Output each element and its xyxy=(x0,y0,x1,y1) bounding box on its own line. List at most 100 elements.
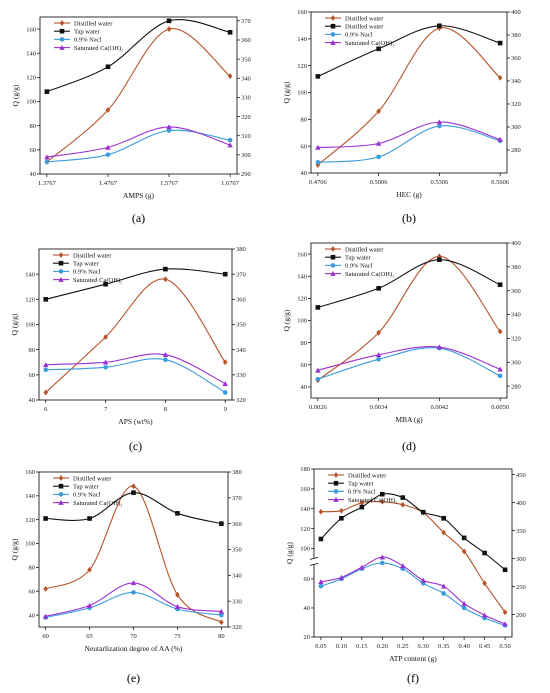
data-point xyxy=(315,144,321,150)
x-tick-label: 60 xyxy=(42,633,49,640)
data-point xyxy=(461,535,467,541)
data-point xyxy=(87,516,92,521)
y-tick-label: 140 xyxy=(25,271,35,278)
x-tick-label: 0.5306 xyxy=(430,179,449,186)
data-point xyxy=(227,142,233,148)
series-line-2 xyxy=(317,25,501,77)
y-tick-label: 140 xyxy=(297,273,307,280)
legend-entry: Saturated Ca(OH)₂ xyxy=(73,500,122,507)
legend-marker xyxy=(333,496,339,502)
data-point xyxy=(315,367,321,373)
series-line-4 xyxy=(320,556,506,625)
data-point xyxy=(497,282,503,288)
data-point xyxy=(227,137,233,143)
x-tick-label: 0.50 xyxy=(499,643,510,650)
y2-tick-label: 350 xyxy=(241,56,251,63)
legend-marker xyxy=(333,489,339,494)
data-point xyxy=(338,574,345,580)
series-line-3 xyxy=(45,591,222,618)
legend-marker xyxy=(59,44,65,50)
plot-frame xyxy=(39,16,238,175)
legend-marker xyxy=(58,492,64,497)
data-point xyxy=(497,74,503,81)
panel-label: (c) xyxy=(129,439,142,453)
legend-entry: Distilled water xyxy=(348,472,387,479)
data-point xyxy=(461,600,467,606)
x-tick-label: 0.35 xyxy=(438,643,449,650)
legend-marker xyxy=(58,499,64,505)
x-tick-label: 8 xyxy=(164,406,167,413)
y-tick-label: 40 xyxy=(29,612,36,619)
legend-entry: Saturated Ca(OH)₂ xyxy=(345,40,394,47)
series-line-3 xyxy=(317,125,501,163)
y-tick-label: 40 xyxy=(29,397,36,404)
data-point xyxy=(440,583,447,589)
x-tick-label: 0.40 xyxy=(458,643,469,650)
y2-tick-label: 340 xyxy=(511,312,521,319)
legend-marker xyxy=(330,263,336,268)
data-point xyxy=(105,64,111,70)
y2-tick-label: 380 xyxy=(511,32,521,39)
x-tick-label: 0.30 xyxy=(418,643,429,650)
y-tick-label: 100 xyxy=(25,322,35,329)
y-tick-label: 100 xyxy=(26,99,36,106)
data-point xyxy=(102,359,109,365)
data-point xyxy=(42,613,49,619)
data-point xyxy=(222,359,228,366)
x-tick-label: 0.45 xyxy=(479,643,490,650)
legend-marker xyxy=(59,37,65,42)
data-point xyxy=(380,491,385,497)
data-point xyxy=(482,550,487,556)
y2-tick-label: 330 xyxy=(232,598,242,605)
plot-frame xyxy=(310,11,508,174)
y2-tick-label: 340 xyxy=(511,78,521,85)
series-line-1 xyxy=(46,28,231,163)
x-tick-label: 7 xyxy=(104,406,108,413)
y2-tick-label: 360 xyxy=(241,37,251,44)
legend-marker xyxy=(58,260,64,266)
data-point xyxy=(400,563,406,569)
y2-tick-label: 400 xyxy=(516,500,526,507)
data-point xyxy=(380,498,385,505)
data-point xyxy=(166,26,172,32)
data-point xyxy=(227,30,233,35)
data-point xyxy=(43,362,49,368)
data-point xyxy=(436,344,443,350)
y-axis-label: Q (g/g) xyxy=(282,309,291,331)
legend-entry: Saturated Ca(OH)₂ xyxy=(348,497,397,504)
y-tick-label: 140 xyxy=(25,493,35,500)
data-point xyxy=(359,499,365,506)
data-point xyxy=(318,508,324,515)
axis-break-mask xyxy=(311,558,317,565)
x-tick-label: 0.0034 xyxy=(370,404,389,411)
y-axis-label: Q (g/g) xyxy=(285,542,294,564)
data-point xyxy=(131,483,136,490)
panel-label: (a) xyxy=(132,211,145,225)
y-tick-label: 180 xyxy=(300,466,310,473)
data-point xyxy=(437,253,442,260)
x-tick-label: 0.0050 xyxy=(491,404,509,411)
data-point xyxy=(166,18,172,24)
series-line-3 xyxy=(46,129,231,163)
legend-marker xyxy=(58,276,64,282)
series-line-3 xyxy=(317,347,501,380)
legend-entry: Distilled water xyxy=(73,475,112,482)
data-point xyxy=(497,40,503,46)
y2-tick-label: 300 xyxy=(241,152,251,159)
data-point xyxy=(175,511,180,516)
y2-tick-label: 330 xyxy=(241,95,251,102)
x-axis-label: HEC (g) xyxy=(396,190,422,199)
x-tick-label: 1.5767 xyxy=(160,180,179,187)
y2-tick-label: 300 xyxy=(511,124,521,131)
data-point xyxy=(222,390,228,395)
data-point xyxy=(86,602,93,608)
data-point xyxy=(379,554,386,560)
data-point xyxy=(219,612,224,618)
data-point xyxy=(359,564,365,570)
legend-marker xyxy=(330,270,336,276)
series-line-3 xyxy=(45,358,226,393)
y2-tick-label: 310 xyxy=(241,133,251,140)
data-point xyxy=(163,357,168,363)
y2-tick-label: 320 xyxy=(511,336,521,343)
y-tick-label: 140 xyxy=(26,50,36,57)
